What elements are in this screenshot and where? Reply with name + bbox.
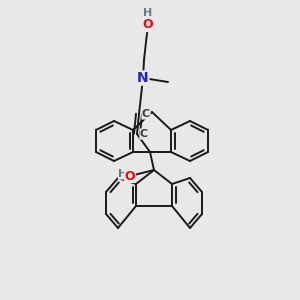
Text: C: C bbox=[142, 109, 150, 119]
Text: C: C bbox=[140, 129, 148, 139]
Text: O: O bbox=[143, 19, 153, 32]
Text: H: H bbox=[143, 8, 153, 18]
Text: O: O bbox=[125, 169, 135, 182]
Text: N: N bbox=[137, 71, 149, 85]
Text: H: H bbox=[118, 169, 127, 179]
